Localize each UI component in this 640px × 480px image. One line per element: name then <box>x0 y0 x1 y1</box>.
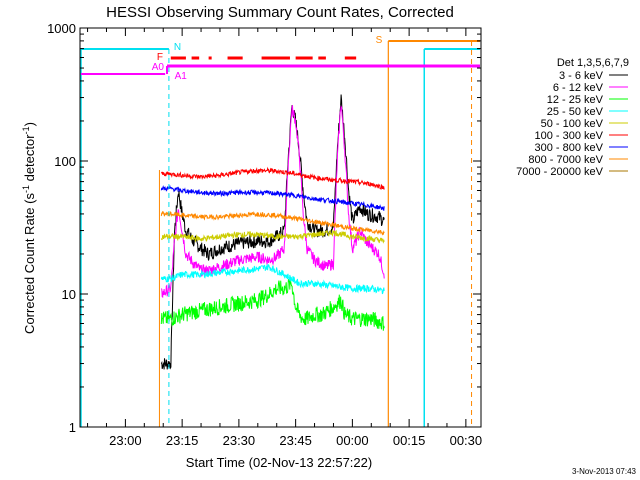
legend-entry-label: 50 - 100 keV <box>541 118 604 130</box>
series-line <box>160 264 385 295</box>
x-axis-label: Start Time (02-Nov-13 22:57:22) <box>186 455 372 470</box>
legend-title: Det 1,3,5,6,7,9 <box>557 57 629 69</box>
x-tick-label: 23:30 <box>223 433 256 448</box>
attenuator-a1-label: A1 <box>175 71 188 82</box>
timestamp: 3-Nov-2013 07:43 <box>572 467 637 476</box>
y-tick-label: 100 <box>54 154 76 169</box>
series-line <box>160 166 385 190</box>
series-line <box>160 94 385 370</box>
series-line <box>160 184 385 212</box>
x-tick-label: 23:45 <box>279 433 312 448</box>
attenuator-a0-label: A0 <box>152 62 165 73</box>
legend-entry-label: 7000 - 20000 keV <box>516 166 604 178</box>
x-tick-label: 00:15 <box>393 433 426 448</box>
series-line <box>160 105 385 298</box>
series-line <box>160 276 385 331</box>
legend-entry-label: 100 - 300 keV <box>535 130 604 142</box>
legend-entry-label: 12 - 25 keV <box>547 94 604 106</box>
chart-title: HESSI Observing Summary Count Rates, Cor… <box>106 4 454 21</box>
y-tick-label: 1 <box>69 420 76 435</box>
series-line <box>160 211 385 236</box>
series-line <box>160 228 385 244</box>
saa-flag-label: S <box>376 35 383 46</box>
x-tick-label: 00:30 <box>450 433 483 448</box>
x-tick-label: 23:15 <box>166 433 199 448</box>
y-tick-label: 1000 <box>47 21 76 36</box>
legend-entry-label: 3 - 6 keV <box>559 70 604 82</box>
legend-entry-label: 6 - 12 keV <box>553 82 604 94</box>
y-tick-label: 10 <box>62 287 76 302</box>
legend-entry-label: 300 - 800 keV <box>535 142 604 154</box>
flare-flag-label: F <box>157 52 163 63</box>
legend-entry-label: 800 - 7000 keV <box>528 154 603 166</box>
x-tick-label: 23:00 <box>109 433 142 448</box>
plot-frame <box>79 27 482 428</box>
night-flag-label: N <box>174 42 181 53</box>
x-tick-label: 00:00 <box>336 433 369 448</box>
legend-entry-label: 25 - 50 keV <box>547 106 604 118</box>
y-axis-label: Corrected Count Rate (s-1 detector-1) <box>21 122 37 334</box>
